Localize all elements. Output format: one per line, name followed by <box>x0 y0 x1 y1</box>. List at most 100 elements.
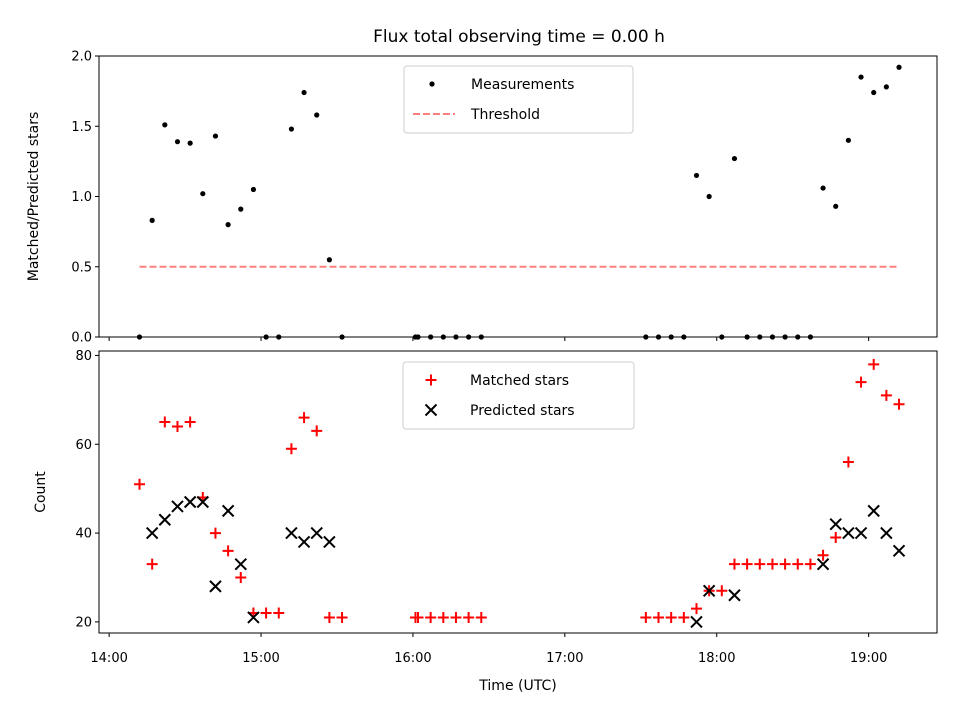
data-point <box>681 334 687 340</box>
data-point <box>314 112 320 118</box>
series-predicted-stars <box>145 495 906 629</box>
matched-marker <box>640 611 652 623</box>
data-point <box>871 89 877 96</box>
data-point <box>225 222 231 228</box>
data-point <box>162 122 168 128</box>
legend: Measurements Threshold <box>403 65 634 134</box>
matched-marker <box>323 611 335 623</box>
bottom-panel: 20 40 60 80 14:00 15:00 16:00 17:00 18:00 19:00 Co… <box>33 349 938 694</box>
y-tick-label: 20 <box>75 615 92 630</box>
matched-marker <box>412 611 424 623</box>
matched-marker <box>285 443 297 455</box>
legend-label: Threshold <box>470 107 540 123</box>
predicted-marker <box>196 495 210 509</box>
data-point <box>276 334 282 340</box>
matched-marker <box>298 412 310 424</box>
matched-marker <box>893 398 905 410</box>
chart-title: Flux total observing time = 0.00 h <box>373 27 665 47</box>
data-point <box>757 334 763 340</box>
y-tick-label: 0.5 <box>71 260 92 275</box>
y-tick-label: 80 <box>75 349 92 364</box>
y-tick-label: 0.0 <box>71 331 92 346</box>
matched-marker <box>716 585 728 597</box>
predicted-marker <box>221 504 235 518</box>
predicted-marker <box>702 584 716 598</box>
data-point <box>744 334 750 340</box>
data-point <box>731 155 738 162</box>
matched-marker <box>463 611 475 623</box>
matched-marker <box>184 416 196 428</box>
matched-marker <box>842 456 854 468</box>
y-tick-label: 1.5 <box>71 120 92 135</box>
matched-marker <box>678 611 690 623</box>
matched-marker <box>665 611 677 623</box>
x-axis-label: Time (UTC) <box>478 678 556 694</box>
top-panel: 0.0 0.5 1.0 1.5 2.0 Matched/Predicted stars Me… <box>26 50 938 346</box>
predicted-marker <box>171 500 184 513</box>
matched-marker <box>311 425 323 437</box>
matched-marker <box>425 611 437 623</box>
predicted-marker <box>854 526 868 540</box>
data-point <box>782 334 788 340</box>
data-point <box>643 334 649 340</box>
data-point <box>478 334 484 340</box>
predicted-marker <box>880 526 893 540</box>
y-tick-label: 2.0 <box>71 50 92 65</box>
predicted-marker <box>816 557 830 571</box>
data-point <box>149 217 155 223</box>
matched-marker <box>475 611 487 623</box>
legend-plus-icon <box>425 374 437 386</box>
predicted-marker <box>310 526 323 540</box>
matched-marker <box>868 358 880 370</box>
legend-label: Matched stars <box>470 373 569 389</box>
data-point <box>238 206 244 212</box>
matched-marker <box>830 532 842 544</box>
data-point <box>326 257 332 263</box>
matched-marker <box>336 611 348 623</box>
data-point <box>263 334 269 340</box>
matched-marker <box>754 558 766 570</box>
matched-marker <box>273 607 285 619</box>
data-point <box>415 334 421 340</box>
matched-marker <box>437 611 449 623</box>
x-tick-label: 19:00 <box>850 651 887 666</box>
matched-marker <box>817 549 829 561</box>
data-point <box>769 334 776 340</box>
x-tick-label: 17:00 <box>546 651 583 666</box>
matched-marker <box>855 376 867 388</box>
x-tick-label: 15:00 <box>242 651 279 666</box>
predicted-marker <box>892 544 906 558</box>
x-tick-label: 16:00 <box>394 651 431 666</box>
y-tick-label: 60 <box>75 438 92 453</box>
data-point <box>212 133 219 139</box>
axes-frame <box>98 350 938 634</box>
legend-box <box>402 361 635 430</box>
legend: Matched stars Predicted stars <box>402 361 635 430</box>
matched-marker <box>690 603 702 615</box>
matched-marker <box>728 558 740 570</box>
data-point <box>896 64 902 70</box>
data-point <box>883 84 889 90</box>
predicted-marker <box>323 535 336 549</box>
y-tick-label: 40 <box>75 527 92 542</box>
matched-marker <box>171 420 183 432</box>
predicted-marker <box>145 526 159 540</box>
data-point <box>719 334 725 340</box>
data-point <box>187 140 193 146</box>
legend-box <box>403 65 634 134</box>
legend-label: Predicted stars <box>470 403 575 419</box>
predicted-marker <box>247 611 260 624</box>
data-point <box>807 334 814 340</box>
data-point <box>453 334 459 340</box>
data-point <box>858 74 864 80</box>
matched-marker <box>235 571 247 583</box>
x-tick-label: 14:00 <box>90 651 127 666</box>
y-tick-label: 1.0 <box>71 190 92 205</box>
predicted-marker <box>829 517 842 531</box>
predicted-marker <box>690 615 703 629</box>
predicted-marker <box>285 526 298 540</box>
matched-marker <box>779 558 791 570</box>
matched-marker <box>222 545 234 557</box>
data-point <box>820 185 826 191</box>
